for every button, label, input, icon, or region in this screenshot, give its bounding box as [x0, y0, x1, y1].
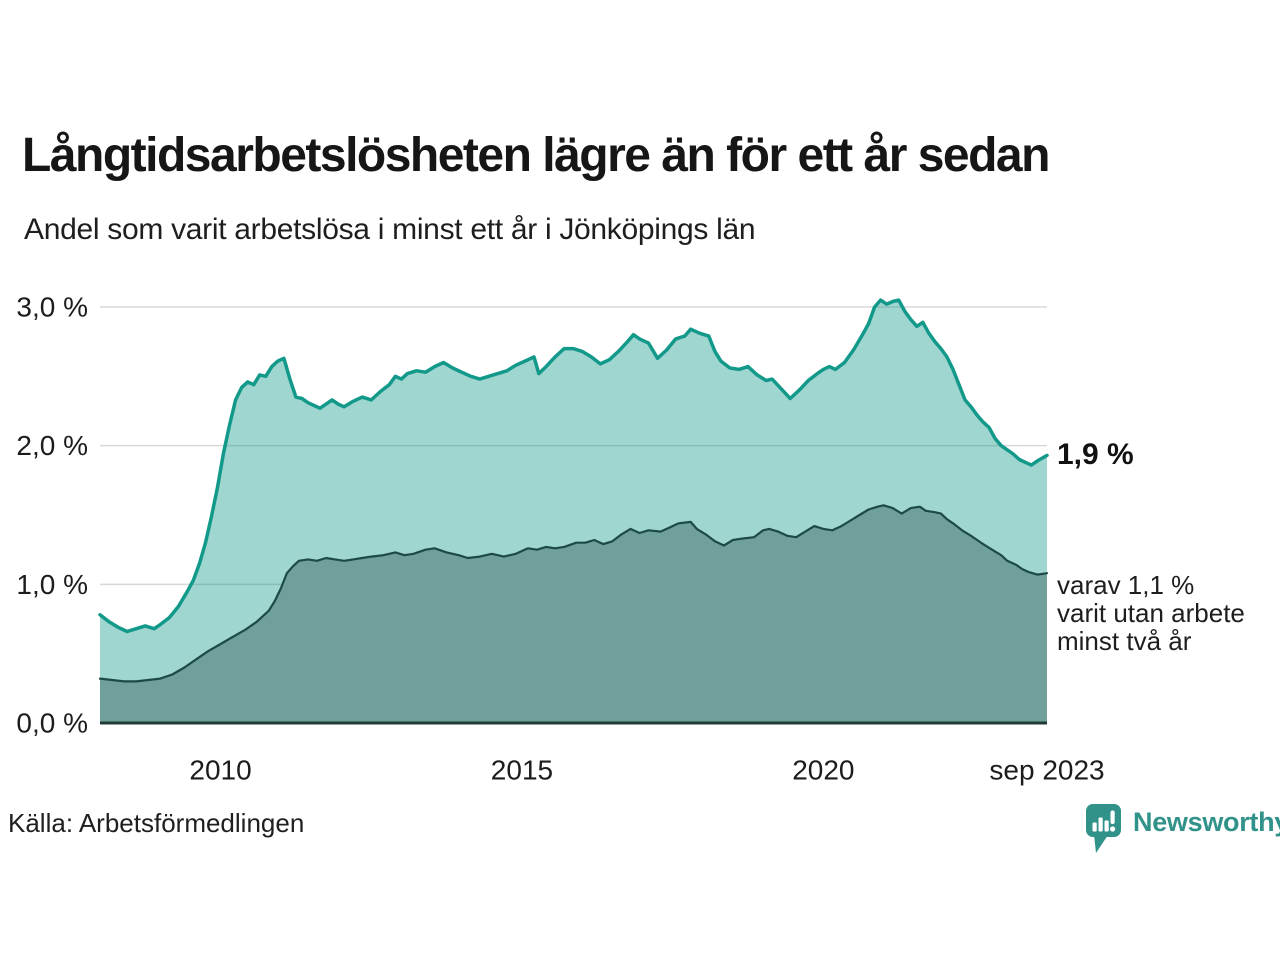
x-tick-label: 2010 — [189, 755, 251, 786]
x-tick-label: 2015 — [491, 755, 553, 786]
newsworthy-logo-icon — [1086, 804, 1121, 853]
series-end-label-two-year: varav 1,1 % varit utan arbete minst två … — [1057, 570, 1245, 657]
newsworthy-logo: Newsworthy — [1086, 804, 1280, 854]
series-end-label-total: 1,9 % — [1057, 438, 1134, 472]
newsworthy-logo-text: Newsworthy — [1133, 807, 1280, 837]
chart-title: Långtidsarbetslösheten lägre än för ett … — [22, 129, 1050, 182]
y-tick-label: 3,0 % — [16, 292, 88, 323]
chart-subtitle: Andel som varit arbetslösa i minst ett å… — [24, 213, 756, 246]
series-line-total — [98, 298, 1049, 634]
y-tick-label: 1,0 % — [16, 569, 88, 600]
source-caption: Källa: Arbetsförmedlingen — [8, 808, 305, 838]
y-tick-label: 0,0 % — [16, 708, 88, 739]
y-tick-label: 2,0 % — [16, 430, 88, 461]
series-line-two-year — [98, 504, 1049, 683]
x-tick-label: 2020 — [792, 755, 854, 786]
x-tick-label: sep 2023 — [989, 755, 1104, 786]
